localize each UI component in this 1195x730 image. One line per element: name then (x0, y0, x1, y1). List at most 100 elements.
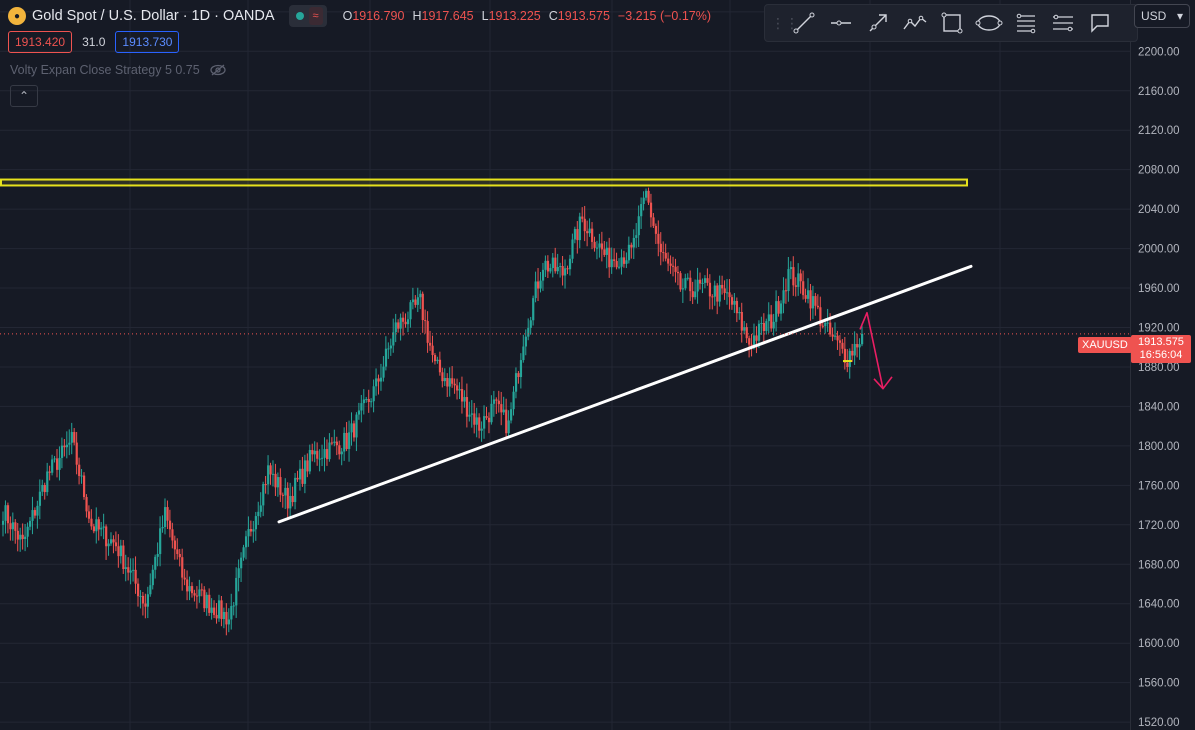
rectangle-tool[interactable] (933, 8, 970, 38)
projection-arrow-head (873, 376, 893, 390)
candle-down (740, 312, 743, 331)
candle-up (323, 449, 326, 458)
levels-tool[interactable] (1044, 8, 1081, 38)
ohlc-high: H1917.645 (412, 9, 474, 23)
candle-down (112, 539, 115, 543)
price-tick-label: 2000.00 (1138, 244, 1180, 256)
candle-up (109, 539, 113, 544)
candle-up (333, 441, 336, 443)
candle-up (510, 409, 513, 421)
chart-drawings[interactable] (0, 178, 1130, 524)
candle-up (490, 403, 493, 423)
candle-down (114, 542, 118, 547)
candle-up (308, 450, 311, 472)
eye-crossed-icon[interactable] (210, 64, 226, 76)
candle-down (186, 579, 189, 592)
candle-up (529, 320, 532, 328)
candle-up (686, 277, 689, 279)
candle-up (642, 197, 645, 205)
candle-up (514, 373, 518, 392)
candle-up (760, 322, 763, 324)
candle-up (419, 293, 422, 298)
candle-up (811, 296, 815, 309)
candle-down (90, 518, 93, 527)
candle-up (551, 257, 554, 269)
collapse-legend-button[interactable]: ⌃ (10, 85, 38, 107)
fib-icon (1016, 13, 1035, 34)
last-price-value: 1913.575 (1138, 336, 1184, 348)
candle-up (559, 266, 562, 268)
ellipse-tool[interactable] (970, 8, 1007, 38)
candle-up (303, 460, 307, 484)
trend-line-tool[interactable] (785, 8, 822, 38)
candle-down (846, 362, 849, 367)
symbol-title[interactable]: Gold Spot / U.S. Dollar · 1D · OANDA (32, 8, 275, 24)
candle-down (397, 322, 400, 329)
candle-up (298, 468, 302, 480)
ask-button[interactable]: 1913.730 (115, 31, 180, 53)
status-badges[interactable]: ≈ (288, 5, 327, 27)
candle-down (505, 409, 508, 434)
candle-down (213, 607, 216, 615)
candle-down (281, 494, 284, 496)
candle-down (802, 281, 805, 296)
candle-down (784, 290, 788, 292)
candle-up (578, 216, 581, 241)
candle-up (394, 322, 397, 333)
currency-select[interactable]: USD ▾ (1134, 4, 1190, 28)
candle-up (789, 267, 793, 270)
candle-up (146, 594, 150, 607)
candle-up (235, 577, 238, 606)
candle-down (404, 321, 407, 325)
callout-icon (1090, 14, 1109, 33)
candle-up (618, 266, 621, 268)
price-tick-label: 1720.00 (1138, 520, 1180, 532)
candle-down (21, 534, 24, 540)
candle-up (348, 432, 351, 449)
candle-down (117, 546, 120, 557)
candle-down (728, 292, 731, 298)
indicator-legend[interactable]: Volty Expan Close Strategy 5 0.75 (10, 63, 226, 77)
arrow-tool[interactable] (859, 8, 896, 38)
candle-up (387, 348, 390, 350)
projection-arrow (859, 311, 884, 389)
price-axis[interactable]: 1520.00 1560.00 1600.00 1640.00 1680.00 1720.… (1130, 0, 1195, 730)
candle-up (28, 520, 32, 527)
candle-down (755, 335, 758, 341)
candle-up (2, 520, 5, 525)
path-tool[interactable] (896, 8, 933, 38)
candle-up (11, 522, 15, 530)
candle-down (583, 218, 586, 232)
candle-up (620, 257, 623, 267)
candle-down (168, 520, 172, 530)
drag-handle-icon[interactable]: ⋮⋮ (771, 14, 799, 31)
candle-up (38, 491, 42, 506)
indicator-label: Volty Expan Close Strategy 5 0.75 (10, 63, 200, 77)
candle-down (487, 417, 491, 423)
candle-up (350, 423, 353, 433)
candle-up (399, 317, 402, 329)
candle-up (564, 268, 567, 276)
horizontal-line-tool[interactable] (822, 8, 859, 38)
bid-button[interactable]: 1913.420 (8, 31, 73, 53)
candle-down (591, 228, 594, 242)
fib-tool[interactable] (1007, 8, 1044, 38)
candle-down (465, 397, 469, 417)
candle-up (230, 606, 233, 620)
candle-down (301, 468, 304, 484)
price-tick-label: 1640.00 (1138, 599, 1180, 611)
candle-up (259, 505, 262, 512)
candle-up (4, 505, 7, 521)
price-tick-label: 1680.00 (1138, 559, 1180, 571)
candle-down (215, 614, 218, 619)
candle-up (389, 345, 392, 349)
candle-up (775, 301, 778, 322)
candle-up (80, 475, 83, 477)
candle-down (679, 273, 682, 290)
candle-up (58, 457, 61, 470)
candle-up (406, 319, 410, 325)
price-tick-label: 1520.00 (1138, 717, 1180, 729)
resistance-zone (0, 178, 968, 187)
callout-tool[interactable] (1081, 8, 1118, 38)
